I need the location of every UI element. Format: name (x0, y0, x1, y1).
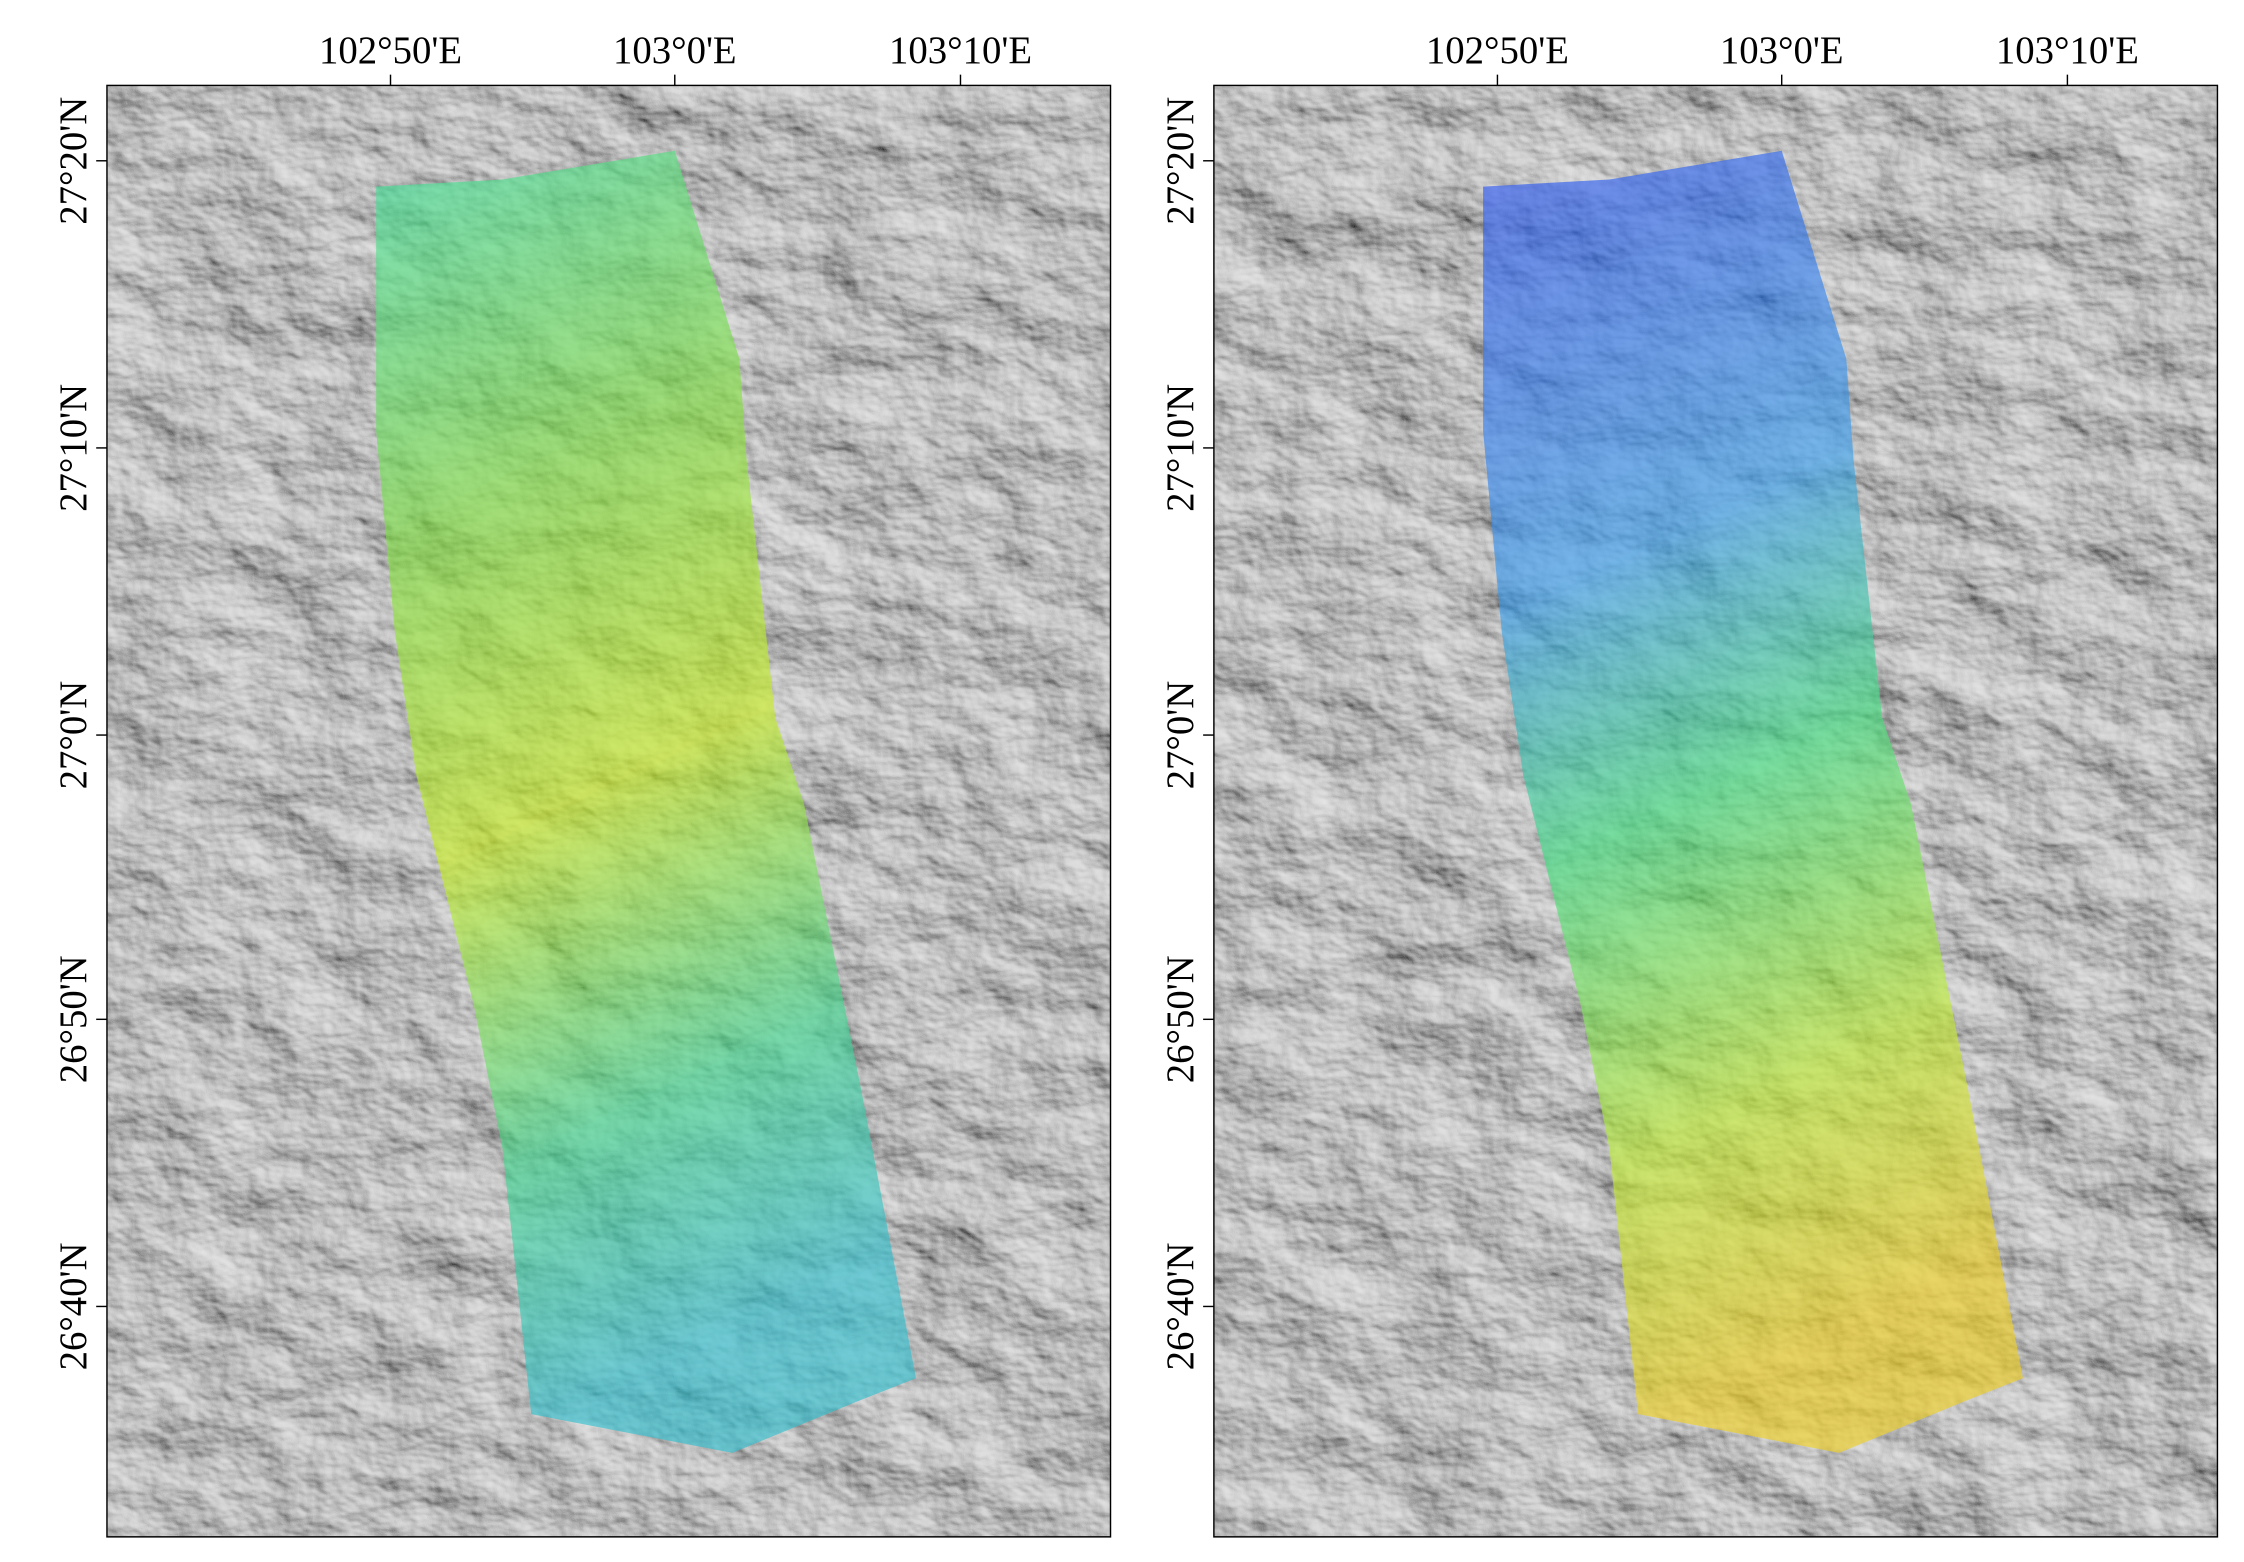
swath-texture (376, 150, 916, 1453)
lat-tick-label: 27°0'N (52, 681, 95, 790)
lon-tick-label: 102°50'E (1426, 29, 1569, 72)
swath-texture (1483, 150, 2023, 1453)
lat-tick-label: 27°20'N (52, 97, 95, 225)
lat-tick-label: 27°10'N (52, 384, 95, 512)
lat-tick-label: 26°50'N (1159, 955, 1202, 1083)
lat-tick-label: 27°20'N (1159, 97, 1202, 225)
lon-tick-label: 103°10'E (1996, 29, 2139, 72)
lat-tick-label: 26°40'N (52, 1242, 95, 1370)
lon-tick-label: 102°50'E (319, 29, 462, 72)
map-area (1214, 86, 2217, 1537)
lat-tick-label: 27°10'N (1159, 384, 1202, 512)
lat-tick-label: 27°0'N (1159, 681, 1202, 790)
lon-tick-label: 103°0'E (1720, 29, 1844, 72)
lon-tick-label: 103°0'E (613, 29, 737, 72)
lon-tick-label: 103°10'E (889, 29, 1032, 72)
lat-tick-label: 26°50'N (52, 955, 95, 1083)
map-area (107, 86, 1110, 1537)
lat-tick-label: 26°40'N (1159, 1242, 1202, 1370)
